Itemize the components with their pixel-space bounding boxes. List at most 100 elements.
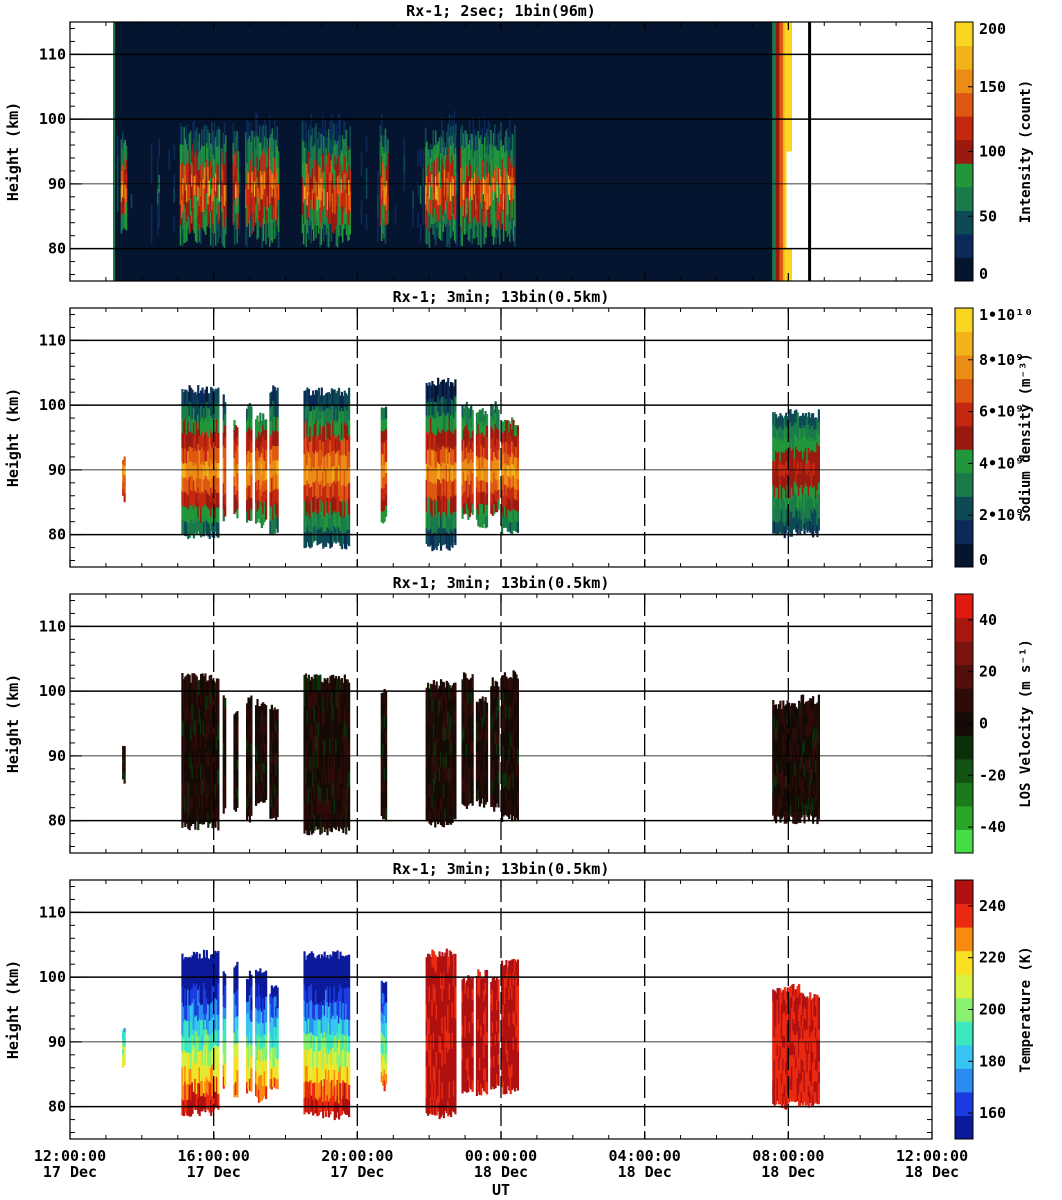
- count-column: [309, 124, 311, 142]
- data-cell: [780, 415, 783, 428]
- data-cell: [439, 415, 443, 433]
- data-cell: [270, 463, 273, 479]
- data-cell: [181, 719, 184, 736]
- data-cell: [272, 490, 275, 506]
- count-column: [325, 165, 328, 183]
- data-cell: [200, 390, 203, 406]
- count-column: [204, 216, 207, 235]
- count-column: [442, 164, 445, 182]
- count-column: [260, 185, 262, 200]
- count-column: [302, 223, 305, 245]
- count-column: [502, 209, 505, 226]
- data-cell: [188, 814, 191, 831]
- count-column: [465, 216, 467, 234]
- data-cell: [491, 767, 494, 782]
- count-column: [209, 160, 212, 178]
- data-cell: [317, 767, 321, 783]
- data-cell: [182, 406, 185, 421]
- data-cell: [181, 688, 184, 705]
- data-cell: [801, 730, 805, 744]
- count-column: [270, 133, 272, 152]
- count-column: [268, 115, 271, 138]
- data-cell: [192, 673, 196, 689]
- data-cell: [181, 432, 184, 448]
- data-cell: [313, 799, 316, 816]
- count-column: [182, 161, 184, 179]
- data-cell: [263, 511, 266, 522]
- data-cell: [263, 792, 266, 803]
- count-column: [504, 199, 506, 215]
- data-cell: [263, 704, 266, 715]
- count-column: [207, 148, 209, 167]
- data-cell: [445, 381, 448, 399]
- data-cell: [803, 522, 806, 535]
- data-cell: [259, 423, 262, 436]
- data-cell: [247, 461, 250, 474]
- data-cell: [122, 749, 125, 754]
- data-cell: [779, 797, 782, 811]
- count-column: [304, 211, 306, 225]
- data-cell: [382, 717, 385, 731]
- data-cell: [475, 731, 479, 742]
- data-cell: [786, 484, 789, 497]
- data-cell: [801, 718, 805, 732]
- count-column: [452, 196, 455, 214]
- data-cell: [214, 503, 217, 518]
- data-cell: [188, 721, 191, 738]
- data-cell: [265, 761, 268, 772]
- data-cell: [259, 725, 262, 736]
- data-cell: [787, 507, 791, 521]
- count-column: [206, 142, 208, 160]
- data-cell: [383, 407, 386, 420]
- data-cell: [383, 701, 386, 716]
- data-cell: [495, 766, 499, 780]
- count-column: [267, 192, 270, 208]
- data-cell: [478, 720, 481, 732]
- data-cell: [803, 751, 806, 764]
- data-cell: [208, 524, 211, 540]
- count-column: [349, 104, 352, 127]
- data-cell: [185, 689, 188, 706]
- count-column: [216, 163, 218, 181]
- data-cell: [475, 721, 479, 732]
- data-cell: [233, 504, 236, 515]
- data-cell: [494, 478, 497, 491]
- count-column: [377, 194, 379, 218]
- data-cell: [444, 700, 447, 715]
- data-cell: [195, 520, 198, 536]
- data-cell: [256, 699, 259, 710]
- count-column: [250, 141, 252, 161]
- data-cell: [207, 436, 210, 451]
- data-cell: [269, 505, 272, 521]
- count-column: [451, 155, 453, 176]
- data-cell: [383, 753, 386, 768]
- data-cell: [312, 420, 315, 437]
- data-cell: [347, 514, 351, 531]
- data-cell: [776, 719, 779, 731]
- data-cell: [342, 682, 345, 699]
- count-column: [509, 158, 511, 180]
- data-cell: [804, 724, 808, 737]
- count-column: [492, 200, 495, 223]
- data-cell: [201, 748, 204, 765]
- count-column: [495, 194, 497, 212]
- data-cell: [212, 464, 216, 480]
- data-cell: [795, 519, 798, 533]
- data-cell: [257, 754, 261, 765]
- data-cell: [204, 489, 207, 505]
- data-cell: [497, 782, 500, 796]
- data-cell: [189, 739, 193, 755]
- data-cell: [461, 450, 464, 463]
- count-column: [455, 147, 457, 172]
- data-cell: [780, 474, 783, 488]
- data-cell: [786, 427, 789, 440]
- data-cell: [204, 747, 207, 763]
- count-column: [346, 161, 349, 178]
- data-cell: [123, 772, 126, 777]
- count-column: [237, 213, 240, 229]
- data-cell: [327, 422, 331, 438]
- data-cell: [772, 424, 775, 437]
- data-cell: [217, 739, 220, 755]
- data-cell: [468, 462, 471, 474]
- data-cell: [123, 492, 126, 498]
